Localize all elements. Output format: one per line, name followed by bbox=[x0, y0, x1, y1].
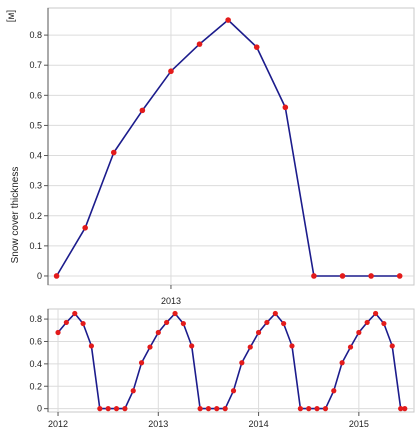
data-point bbox=[138, 360, 145, 366]
data-point bbox=[281, 320, 287, 327]
data-point bbox=[122, 406, 128, 412]
data-point bbox=[314, 406, 320, 412]
y-tick-label: 0.4 bbox=[29, 359, 42, 369]
data-point bbox=[381, 320, 387, 327]
data-point bbox=[356, 329, 362, 336]
y-axis-title: Snow cover thickness bbox=[10, 167, 21, 264]
data-point bbox=[55, 329, 61, 336]
data-point bbox=[396, 273, 403, 279]
data-point bbox=[113, 406, 120, 412]
y-tick-label: 0.1 bbox=[29, 241, 42, 251]
y-tick-label: 0.8 bbox=[29, 30, 42, 40]
y-tick-label: 0.3 bbox=[29, 181, 42, 191]
data-point bbox=[80, 320, 86, 327]
data-point bbox=[222, 406, 228, 412]
plot-frame bbox=[47, 7, 415, 286]
data-point bbox=[297, 406, 303, 412]
data-point bbox=[264, 319, 270, 326]
data-point bbox=[347, 344, 354, 350]
data-point bbox=[368, 273, 374, 279]
data-point bbox=[88, 343, 95, 349]
data-point bbox=[82, 224, 88, 231]
data-point bbox=[306, 406, 312, 412]
data-point bbox=[398, 406, 404, 412]
data-point bbox=[372, 310, 379, 317]
data-point bbox=[214, 406, 220, 412]
data-point bbox=[311, 273, 317, 279]
data-point bbox=[239, 360, 245, 366]
data-point bbox=[289, 343, 295, 349]
x-tick-label: 2013 bbox=[161, 296, 181, 306]
data-point bbox=[225, 17, 231, 23]
data-point bbox=[63, 319, 69, 326]
data-point bbox=[255, 329, 262, 336]
y-tick-label: 0.6 bbox=[29, 336, 42, 346]
y-tick-label: 0 bbox=[37, 271, 42, 281]
data-point bbox=[139, 107, 146, 114]
data-point bbox=[402, 406, 408, 412]
y-tick-label: 0 bbox=[37, 404, 42, 414]
y-tick-label: 0.6 bbox=[29, 90, 42, 100]
x-tick-label: 2015 bbox=[349, 419, 369, 429]
data-point bbox=[364, 319, 370, 326]
data-point bbox=[130, 388, 136, 394]
x-tick-label: 2013 bbox=[148, 419, 168, 429]
data-point bbox=[339, 273, 346, 279]
data-point bbox=[196, 41, 203, 47]
data-point bbox=[164, 319, 170, 326]
data-point bbox=[110, 149, 117, 156]
x-tick-label: 2012 bbox=[48, 419, 68, 429]
unit-label: [м] bbox=[6, 10, 17, 23]
data-point bbox=[172, 310, 178, 317]
y-tick-label: 0.2 bbox=[29, 381, 42, 391]
data-point bbox=[339, 360, 345, 366]
y-tick-label: 0.8 bbox=[29, 314, 42, 324]
y-tick-label: 0.7 bbox=[29, 60, 42, 70]
data-point bbox=[253, 44, 260, 50]
data-point bbox=[147, 344, 153, 350]
data-point bbox=[282, 104, 289, 111]
data-point bbox=[247, 344, 253, 350]
data-point bbox=[180, 320, 186, 327]
x-tick-label: 2014 bbox=[249, 419, 269, 429]
top-chart: 0 0.1 0.2 0.3 0.4 0.5 0.6 0.7 0.8 2013 bbox=[29, 7, 415, 306]
data-point bbox=[205, 406, 212, 412]
data-point bbox=[272, 310, 278, 317]
y-tick-label: 0.4 bbox=[29, 151, 42, 161]
data-point bbox=[331, 388, 337, 394]
data-point bbox=[97, 406, 103, 412]
data-point bbox=[189, 343, 195, 349]
data-point bbox=[230, 388, 237, 394]
data-point bbox=[105, 406, 111, 412]
data-point bbox=[322, 406, 329, 412]
data-point bbox=[155, 329, 161, 336]
data-point bbox=[53, 273, 60, 279]
bottom-chart: 0 0.2 0.4 0.6 0.8 2012 2013 2014 2015 bbox=[29, 308, 415, 429]
y-tick-label: 0.2 bbox=[29, 211, 42, 221]
data-point bbox=[389, 343, 395, 349]
data-point bbox=[168, 68, 174, 75]
data-point bbox=[197, 406, 203, 412]
y-tick-label: 0.5 bbox=[29, 120, 42, 130]
data-point bbox=[72, 310, 78, 317]
